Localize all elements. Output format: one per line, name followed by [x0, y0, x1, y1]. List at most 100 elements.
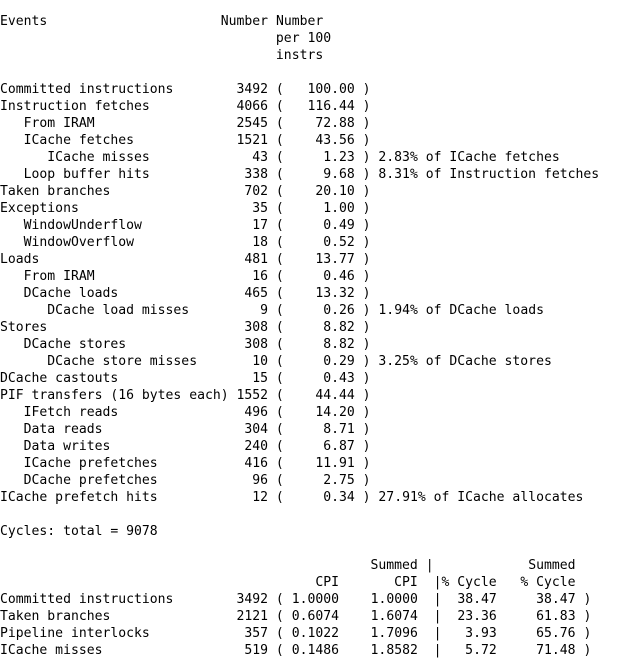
event-per-100-instrs: ( 0.29 )	[268, 354, 371, 370]
events-table-header-row: Events Number Number	[0, 13, 640, 30]
event-row: ICache misses 43 ( 1.23 ) 2.83% of ICach…	[0, 149, 640, 166]
per100-column-header-line1: Number	[275, 14, 324, 30]
spacer: (	[268, 643, 292, 659]
event-name: DCache castouts	[0, 371, 119, 387]
cycle-row-count: 357	[149, 626, 269, 642]
event-row: DCache store misses 10 ( 0.29 ) 3.25% of…	[0, 353, 640, 370]
event-count: 35	[78, 201, 269, 217]
spacer	[418, 592, 434, 607]
event-count: 308	[47, 320, 269, 336]
cycle-row-count: 3492	[173, 592, 269, 608]
cycle-row-summed-cpi: 1.7096	[370, 626, 418, 642]
cycle-row-pct-cycle: 23.36	[441, 609, 497, 625]
event-row: From IRAM 2545 ( 72.88 )	[0, 115, 640, 132]
event-per-100-instrs: ( 9.68 )	[268, 167, 371, 183]
event-annotation: 3.25% of DCache stores	[378, 354, 552, 370]
spacer: CPI CPI	[0, 575, 434, 591]
column-divider: |	[433, 643, 442, 659]
event-per-100-instrs: ( 0.43 )	[268, 371, 371, 387]
event-name: Loop buffer hits	[0, 167, 150, 183]
event-annotation: 27.91% of ICache allocates	[378, 490, 584, 506]
event-name: PIF transfers (16 bytes each)	[0, 388, 229, 404]
cycle-row-pct-cycle: 38.47	[441, 592, 497, 608]
spacer	[268, 14, 276, 29]
spacer: )	[575, 592, 592, 608]
event-per-100-instrs: ( 1.23 )	[268, 150, 371, 166]
cycle-row-summed-pct-cycle: 65.76	[536, 626, 576, 642]
event-name: DCache stores	[0, 337, 127, 353]
spacer-line	[0, 64, 640, 81]
event-per-100-instrs: ( 6.87 )	[268, 439, 371, 455]
spacer: (	[268, 592, 292, 608]
event-name: ICache fetches	[0, 133, 135, 149]
event-row: WindowOverflow 18 ( 0.52 )	[0, 234, 640, 251]
event-per-100-instrs: ( 43.56 )	[268, 133, 371, 149]
cycle-row-summed-cpi: 1.6074	[370, 609, 418, 625]
spacer: (	[268, 626, 292, 642]
event-per-100-instrs: ( 100.00 )	[268, 82, 371, 98]
event-row: Data writes 240 ( 6.87 )	[0, 438, 640, 455]
cycle-row-cpi: 1.0000	[291, 592, 340, 608]
spacer	[434, 558, 529, 573]
event-count: 1552	[228, 388, 269, 404]
spacer	[0, 31, 276, 46]
event-per-100-instrs: ( 8.71 )	[268, 422, 371, 438]
event-per-100-instrs: ( 0.52 )	[268, 235, 371, 251]
spacer	[497, 643, 536, 658]
event-count: 481	[39, 252, 269, 268]
event-count: 2545	[94, 116, 269, 132]
event-name: Instruction fetches	[0, 99, 150, 115]
event-count: 15	[118, 371, 269, 387]
event-name: ICache prefetches	[0, 456, 158, 472]
cycle-table-row: ICache misses 519 ( 0.1486 1.8582 | 5.72…	[0, 642, 640, 659]
spacer: )	[575, 609, 592, 625]
event-name: From IRAM	[0, 269, 95, 285]
event-row: Loads 481 ( 13.77 )	[0, 251, 640, 268]
event-count: 3492	[173, 82, 269, 98]
cycle-table-header-row-1: Summed | Summed	[0, 557, 640, 574]
event-row: DCache loads 465 ( 13.32 )	[0, 285, 640, 302]
event-per-100-instrs: ( 14.20 )	[268, 405, 371, 421]
spacer: (	[268, 609, 292, 625]
event-per-100-instrs: ( 0.34 )	[268, 490, 371, 506]
cycle-row-summed-cpi: 1.8582	[370, 643, 418, 659]
event-name: Loads	[0, 252, 40, 268]
event-per-100-instrs: ( 8.82 )	[268, 320, 371, 336]
event-count: 702	[110, 184, 269, 200]
spacer-line	[0, 506, 640, 523]
event-row: ICache prefetch hits 12 ( 0.34 ) 27.91% …	[0, 489, 640, 506]
event-name: From IRAM	[0, 116, 95, 132]
cycles-total-text: Cycles: total = 9078	[0, 524, 158, 540]
event-annotation: 8.31% of Instruction fetches	[378, 167, 600, 183]
event-row: Stores 308 ( 8.82 )	[0, 319, 640, 336]
per100-column-header-line2: per 100	[275, 31, 332, 47]
event-name: ICache prefetch hits	[0, 490, 158, 506]
event-name: DCache prefetches	[0, 473, 158, 489]
event-name: DCache store misses	[0, 354, 198, 370]
cycle-row-count: 2121	[110, 609, 269, 625]
cycle-row-summed-pct-cycle: 61.83	[536, 609, 576, 625]
event-row: ICache prefetches 416 ( 11.91 )	[0, 455, 640, 472]
event-row: From IRAM 16 ( 0.46 )	[0, 268, 640, 285]
event-count: 240	[110, 439, 269, 455]
event-count: 416	[157, 456, 269, 472]
event-per-100-instrs: ( 72.88 )	[268, 116, 371, 132]
cycles-total-line: Cycles: total = 9078	[0, 523, 640, 540]
cycle-row-cpi: 0.1486	[291, 643, 339, 659]
spacer-line	[0, 540, 640, 557]
per100-column-header-line3: instrs	[275, 48, 324, 64]
spacer	[497, 626, 536, 641]
spacer	[0, 558, 371, 573]
event-row: Taken branches 702 ( 20.10 )	[0, 183, 640, 200]
event-per-100-instrs: ( 0.26 )	[268, 303, 371, 319]
cycle-table-row: Taken branches 2121 ( 0.6074 1.6074 | 23…	[0, 608, 640, 625]
event-count: 338	[149, 167, 269, 183]
event-name: IFetch reads	[0, 405, 119, 421]
spacer	[339, 592, 371, 607]
event-per-100-instrs: ( 11.91 )	[268, 456, 371, 472]
events-table-header-row-3: instrs	[0, 47, 640, 64]
summed-pct-cycle-header: % Cycle	[520, 575, 576, 591]
cycle-row-cpi: 0.6074	[291, 609, 340, 625]
event-count: 10	[197, 354, 269, 370]
column-divider: |	[433, 592, 442, 608]
